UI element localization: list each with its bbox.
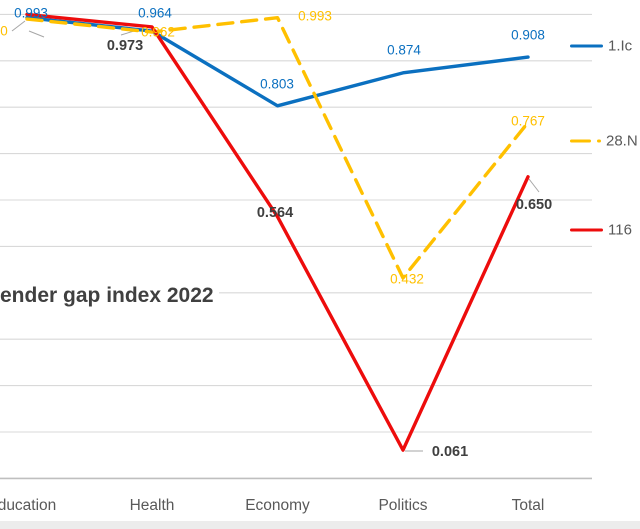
legend-swatch-yellow-dot	[597, 139, 601, 143]
data-label: 0.962	[141, 24, 175, 40]
legend-label: 116	[608, 221, 632, 239]
legend-item-series3[interactable]: 116	[570, 222, 632, 239]
label-leader-line	[528, 178, 540, 193]
category-label-Politics: Politics	[378, 497, 428, 514]
category-label-ducation: ducation	[0, 497, 57, 514]
data-label: 0.874	[387, 42, 421, 58]
legend-swatch-red-line	[570, 228, 603, 232]
category-label-Total: Total	[511, 497, 545, 514]
series-line-1.Ic[interactable]	[25, 15, 530, 108]
series-line-116[interactable]	[25, 12, 530, 452]
data-label: 0	[0, 23, 8, 39]
data-label: 0.061	[431, 443, 469, 460]
legend-item-series2[interactable]: 28.N	[570, 133, 638, 150]
data-label: 0.908	[511, 27, 545, 43]
category-label-Health: Health	[129, 497, 175, 514]
category-label-Economy: Economy	[245, 497, 310, 514]
data-label: 0.964	[138, 5, 172, 21]
data-label: 0.993	[14, 5, 48, 21]
bottom-edge-strip	[0, 521, 640, 529]
data-label: 0.973	[106, 37, 144, 54]
series-line-28.N[interactable]	[25, 15, 530, 280]
legend-swatch-blue-line	[570, 44, 603, 48]
data-label: 0.650	[515, 196, 553, 213]
data-label: 0.803	[260, 76, 294, 92]
label-leader-line	[28, 30, 45, 38]
label-leader-line	[120, 30, 135, 36]
chart-title: ender gap index 2022	[0, 279, 219, 312]
legend-swatch-yellow-dash	[570, 139, 591, 143]
legend-label: 1.Ic	[608, 37, 633, 55]
data-label: 0.432	[390, 271, 424, 287]
data-label: 0.993	[298, 8, 332, 24]
label-leader-line	[11, 20, 26, 32]
legend-item-series1[interactable]: 1.Ic	[570, 38, 632, 55]
data-label: 0.767	[511, 113, 545, 129]
legend-label: 28.N	[606, 132, 638, 150]
data-label: 0.564	[256, 204, 294, 221]
